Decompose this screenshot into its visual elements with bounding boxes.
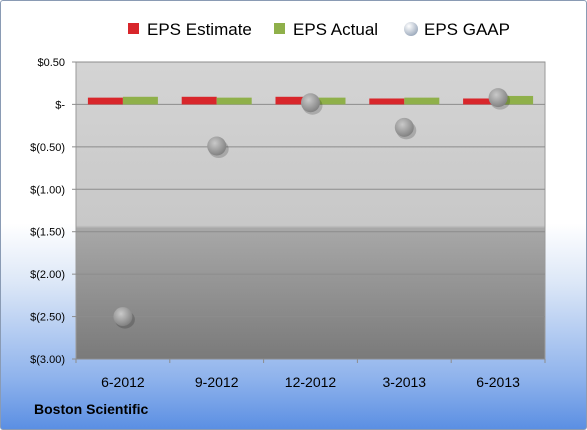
y-axis-tick-labels: $0.50 $- $(0.50) $(1.00) $(1.50) $(2.00) $(2.5… (30, 57, 65, 366)
y-tick-label: $0.50 (37, 57, 65, 69)
bar-eps-actual (498, 95, 534, 105)
legend-swatch (404, 22, 418, 36)
y-tick-label: $(1.00) (30, 184, 65, 196)
company-name: Boston Scientific (34, 401, 149, 417)
point-eps-gaap (207, 136, 227, 156)
legend: EPS Estimate EPS Actual EPS GAAP (128, 20, 510, 39)
y-tick-label: $(0.50) (30, 142, 65, 154)
legend-label: EPS Actual (293, 20, 378, 39)
point-eps-gaap (488, 88, 508, 108)
x-tick-label: 9-2012 (195, 374, 239, 390)
bar-eps-estimate (463, 98, 499, 105)
gaap-points (113, 88, 511, 329)
x-tick-label: 12-2012 (285, 374, 337, 390)
bar-eps-estimate (87, 97, 123, 105)
y-tick-label: $(2.50) (30, 312, 65, 324)
y-tick-label: $(1.50) (30, 227, 65, 239)
bar-eps-actual (404, 97, 440, 105)
point-eps-gaap (301, 93, 320, 113)
point-eps-gaap (113, 307, 133, 327)
legend-label: EPS GAAP (424, 20, 510, 39)
x-axis-tick-labels: 6-2012 9-2012 12-2012 3-2013 6-2013 (101, 374, 520, 390)
bar-eps-estimate (181, 96, 217, 105)
bar-eps-actual (216, 97, 252, 105)
x-tick-label: 6-2013 (476, 374, 520, 390)
bars (87, 95, 534, 105)
x-tick-label: 3-2013 (383, 374, 427, 390)
legend-swatch (274, 23, 285, 34)
bar-eps-actual (310, 97, 346, 105)
bar-eps-estimate (275, 96, 311, 105)
bar-eps-estimate (369, 98, 405, 105)
gridlines (72, 61, 546, 363)
y-tick-label: $(2.00) (30, 269, 65, 281)
y-tick-label: $(3.00) (30, 354, 65, 366)
bar-eps-actual (122, 96, 158, 105)
legend-swatch (128, 23, 139, 34)
x-tick-label: 6-2012 (101, 374, 145, 390)
legend-label: EPS Estimate (147, 20, 252, 39)
y-tick-label: $- (55, 99, 65, 111)
point-eps-gaap (394, 117, 414, 137)
